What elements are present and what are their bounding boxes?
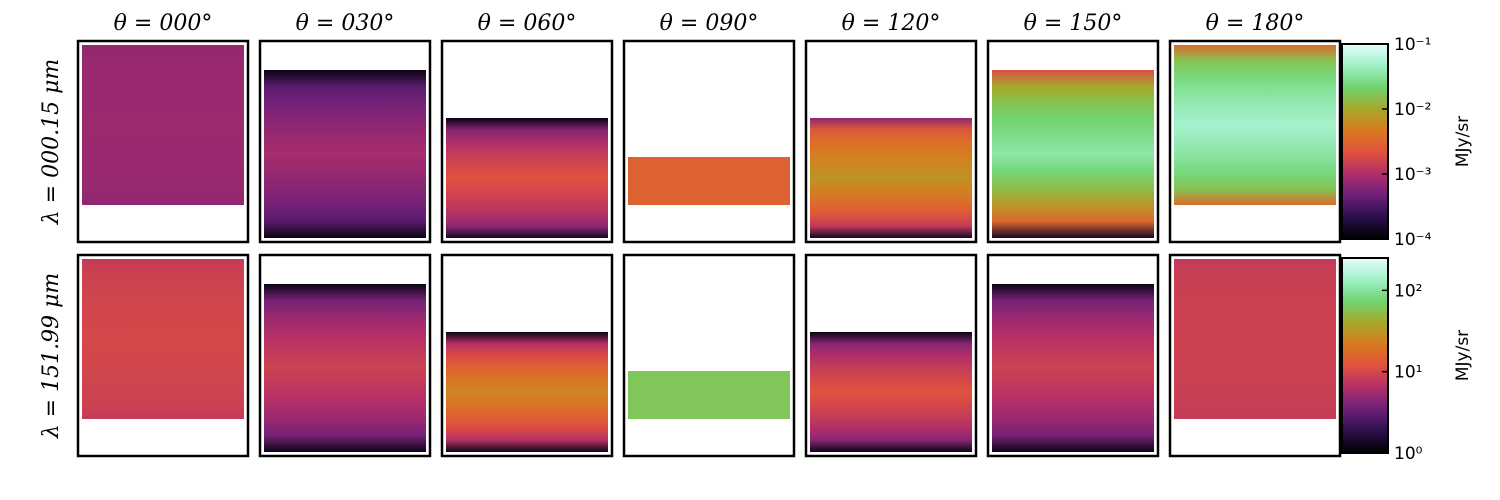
heatmap-image: [810, 118, 972, 238]
heatmap-panel: [258, 253, 432, 458]
heatmap-panel: [76, 253, 250, 458]
column-title: θ = 090°: [660, 11, 759, 36]
colorbar-tick-label: 10⁻³: [1394, 165, 1431, 185]
heatmap-panel: [76, 39, 250, 244]
heatmap-image: [992, 70, 1154, 238]
colorbar-unit-label: MJy/sr: [1453, 116, 1473, 167]
column-title: θ = 030°: [296, 11, 395, 36]
row-labels: λ = 000.15 μm λ = 151.99 μm: [39, 59, 64, 440]
heatmap-image: [82, 45, 244, 205]
colorbar-tick-label: 10¹: [1394, 363, 1422, 383]
heatmap-image: [82, 259, 244, 419]
column-titles: θ = 000° θ = 030° θ = 060° θ = 090° θ = 120°…: [114, 11, 1305, 36]
column-title: θ = 150°: [1024, 11, 1123, 36]
row-label: λ = 000.15 μm: [39, 59, 64, 226]
heatmap-panel: [804, 253, 978, 458]
colorbar: 10⁻¹ 10⁻² 10⁻³ 10⁻⁴ MJy/sr: [1341, 35, 1473, 250]
heatmap-panel: [986, 253, 1160, 458]
heatmap-panel: [622, 253, 796, 458]
colorbar-unit-label: MJy/sr: [1453, 330, 1473, 381]
column-title: θ = 180°: [1206, 11, 1305, 36]
column-title: θ = 120°: [842, 11, 941, 36]
heatmap-panels: [76, 39, 1342, 458]
heatmap-image: [446, 332, 608, 452]
heatmap-image: [264, 70, 426, 238]
heatmap-panel: [1168, 253, 1342, 458]
heatmap-image: [810, 332, 972, 452]
heatmap-image: [264, 284, 426, 452]
colorbar-tick-label: 10⁻⁴: [1394, 230, 1432, 250]
row-label: λ = 151.99 μm: [39, 273, 64, 440]
heatmap-panel: [258, 39, 432, 244]
panel-frame: [622, 39, 796, 244]
colorbar-tick-label: 10⁻²: [1394, 100, 1431, 120]
colorbar: 10² 10¹ 10⁰ MJy/sr: [1341, 257, 1473, 464]
heatmap-panel: [1168, 39, 1342, 244]
heatmap-image: [992, 284, 1154, 452]
heatmap-image: [628, 371, 790, 419]
heatmap-image: [628, 157, 790, 205]
heatmap-image: [1174, 45, 1336, 205]
column-title: θ = 000°: [114, 11, 213, 36]
heatmap-panel: [804, 39, 978, 244]
column-title: θ = 060°: [478, 11, 577, 36]
panel-frame: [622, 253, 796, 458]
colorbar-tick-label: 10²: [1394, 281, 1422, 301]
heatmap-panel: [440, 39, 614, 244]
heatmap-image: [446, 118, 608, 238]
heatmap-panel: [622, 39, 796, 244]
colorbar-tick-label: 10⁻¹: [1394, 35, 1431, 55]
colorbar-gradient: [1341, 257, 1389, 454]
heatmap-panel: [440, 253, 614, 458]
heatmap-panel: [986, 39, 1160, 244]
colorbar-tick-label: 10⁰: [1394, 444, 1423, 464]
colorbars: 10⁻¹ 10⁻² 10⁻³ 10⁻⁴ MJy/sr 10² 10¹ 10⁰ MJy/sr: [1341, 35, 1473, 464]
heatmap-image: [1174, 259, 1336, 419]
colorbar-gradient: [1341, 43, 1389, 240]
